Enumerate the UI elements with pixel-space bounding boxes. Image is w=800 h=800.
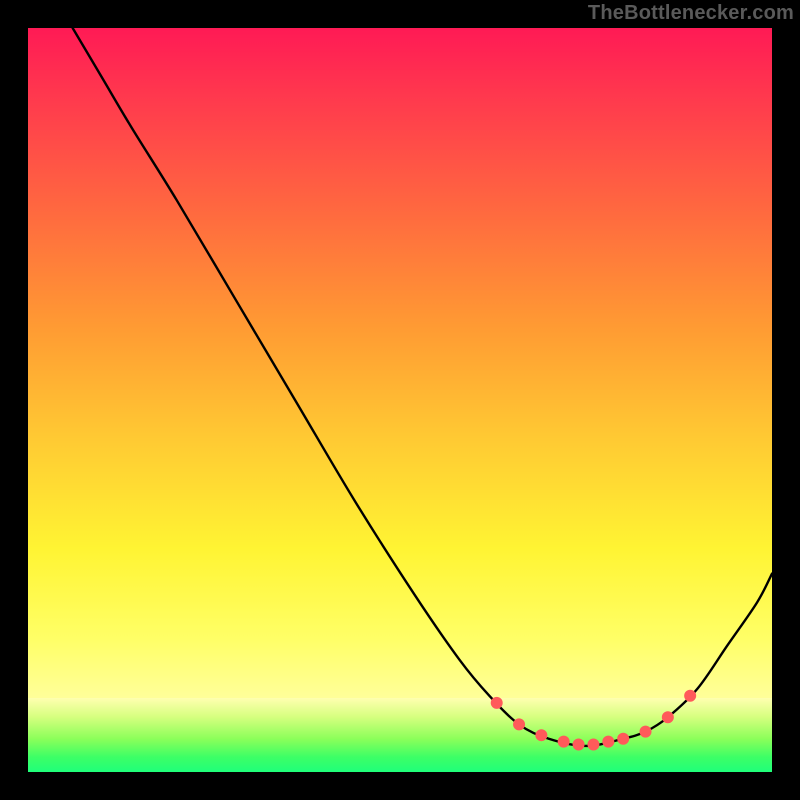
curve-path — [73, 28, 772, 746]
curve-marker — [588, 739, 599, 750]
curve-marker — [491, 697, 502, 708]
plot-area — [28, 28, 772, 772]
stage: TheBottlenecker.com — [0, 0, 800, 800]
curve-marker — [662, 712, 673, 723]
curve-marker — [514, 719, 525, 730]
watermark-text: TheBottlenecker.com — [588, 2, 794, 25]
curve-marker — [603, 736, 614, 747]
curve-marker — [558, 736, 569, 747]
bottleneck-curve — [28, 28, 772, 772]
curve-marker — [573, 739, 584, 750]
curve-marker — [536, 730, 547, 741]
curve-marker — [640, 726, 651, 737]
curve-marker — [685, 690, 696, 701]
curve-marker — [618, 733, 629, 744]
